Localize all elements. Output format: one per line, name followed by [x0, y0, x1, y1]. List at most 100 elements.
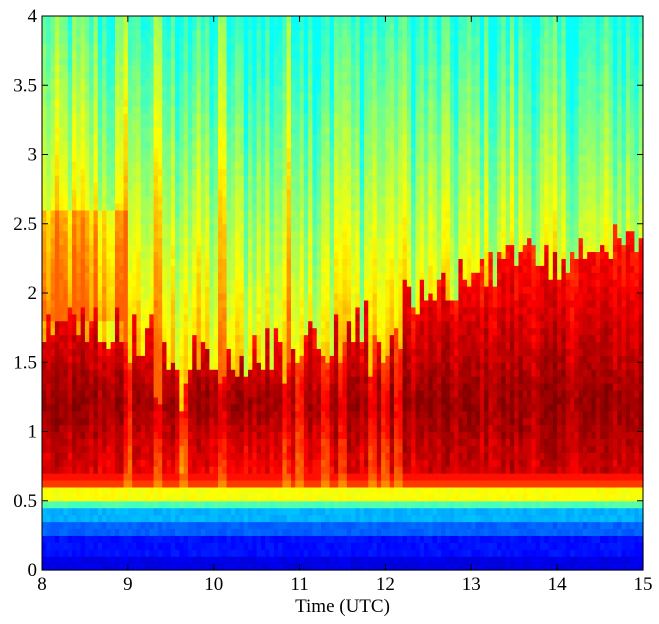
- heatmap-cell: [175, 258, 180, 266]
- heatmap-cell: [243, 64, 249, 72]
- heatmap-cell: [278, 299, 283, 308]
- heatmap-cell: [252, 258, 258, 266]
- heatmap-cell: [123, 92, 129, 100]
- heatmap-cell: [209, 175, 215, 183]
- heatmap-cell: [205, 396, 211, 405]
- heatmap-cell: [54, 535, 60, 543]
- heatmap-cell: [102, 272, 107, 280]
- heatmap-cell: [153, 327, 159, 336]
- heatmap-cell: [282, 272, 288, 280]
- heatmap-cell: [162, 223, 168, 232]
- heatmap-cell: [97, 396, 103, 405]
- heatmap-cell: [42, 71, 47, 79]
- heatmap-cell: [308, 466, 314, 474]
- heatmap-cell: [192, 320, 198, 329]
- heatmap-cell: [166, 299, 172, 308]
- heatmap-cell: [286, 223, 292, 232]
- heatmap-cell: [102, 327, 107, 336]
- heatmap-cell: [140, 106, 146, 114]
- heatmap-cell: [200, 466, 206, 474]
- heatmap-cell: [127, 383, 133, 391]
- heatmap-cell: [273, 43, 279, 52]
- heatmap-cell: [123, 299, 129, 308]
- heatmap-cell: [157, 514, 163, 523]
- heatmap-cell: [192, 479, 198, 488]
- heatmap-cell: [114, 71, 120, 79]
- heatmap-cell: [303, 112, 309, 121]
- heatmap-cell: [260, 362, 266, 370]
- heatmap-cell: [166, 36, 172, 45]
- heatmap-cell: [290, 452, 296, 460]
- heatmap-cell: [84, 293, 90, 301]
- heatmap-cell: [200, 251, 206, 259]
- heatmap-cell: [89, 216, 95, 225]
- heatmap-cell: [72, 306, 77, 315]
- heatmap-cell: [54, 57, 60, 66]
- heatmap-cell: [243, 50, 249, 59]
- heatmap-cell: [110, 479, 116, 488]
- heatmap-cell: [46, 216, 52, 225]
- heatmap-cell: [295, 175, 301, 183]
- heatmap-cell: [166, 410, 172, 419]
- heatmap-cell: [42, 92, 47, 100]
- heatmap-cell: [278, 341, 283, 349]
- heatmap-cell: [213, 29, 219, 38]
- heatmap-cell: [106, 556, 112, 564]
- heatmap-cell: [256, 237, 262, 246]
- heatmap-cell: [269, 466, 275, 474]
- heatmap-cell: [140, 473, 146, 481]
- heatmap-cell: [157, 521, 163, 530]
- heatmap-cell: [252, 355, 258, 363]
- heatmap-cell: [179, 327, 185, 336]
- heatmap-cell: [80, 542, 86, 550]
- heatmap-cell: [175, 500, 180, 509]
- heatmap-cell: [153, 147, 159, 156]
- heatmap-cell: [114, 147, 120, 156]
- heatmap-cell: [157, 209, 163, 218]
- heatmap-cell: [89, 327, 95, 336]
- heatmap-cell: [235, 29, 241, 38]
- heatmap-cell: [127, 431, 133, 440]
- heatmap-cell: [153, 493, 159, 502]
- heatmap-cell: [205, 202, 211, 211]
- heatmap-cell: [209, 202, 215, 211]
- heatmap-cell: [42, 383, 47, 391]
- heatmap-cell: [102, 182, 107, 190]
- heatmap-cell: [76, 479, 82, 488]
- heatmap-cell: [282, 244, 288, 253]
- heatmap-cell: [239, 556, 245, 564]
- heatmap-cell: [84, 36, 90, 45]
- heatmap-cell: [89, 286, 95, 294]
- heatmap-cell: [132, 445, 138, 453]
- heatmap-cell: [308, 549, 314, 557]
- heatmap-cell: [213, 119, 219, 128]
- heatmap-cell: [222, 223, 228, 232]
- heatmap-cell: [50, 147, 56, 156]
- heatmap-cell: [205, 528, 211, 536]
- heatmap-cell: [102, 493, 107, 502]
- heatmap-cell: [286, 348, 292, 356]
- heatmap-cell: [226, 196, 232, 204]
- heatmap-cell: [218, 175, 223, 183]
- heatmap-cell: [162, 327, 168, 336]
- heatmap-cell: [157, 85, 163, 93]
- heatmap-cell: [72, 251, 77, 259]
- heatmap-cell: [50, 376, 56, 384]
- heatmap-cell: [145, 556, 150, 564]
- heatmap-cell: [183, 334, 189, 343]
- heatmap-cell: [46, 327, 52, 336]
- heatmap-cell: [265, 22, 271, 31]
- heatmap-cell: [252, 112, 258, 121]
- heatmap-cell: [218, 320, 223, 329]
- heatmap-cell: [252, 36, 258, 45]
- heatmap-cell: [89, 431, 95, 440]
- heatmap-cell: [187, 563, 193, 571]
- heatmap-cell: [157, 223, 163, 232]
- heatmap-cell: [226, 154, 232, 163]
- heatmap-cell: [243, 306, 249, 315]
- heatmap-cell: [42, 57, 47, 66]
- heatmap-cell: [278, 147, 283, 156]
- heatmap-cell: [218, 549, 223, 557]
- heatmap-cell: [145, 265, 150, 273]
- heatmap-cell: [235, 383, 241, 391]
